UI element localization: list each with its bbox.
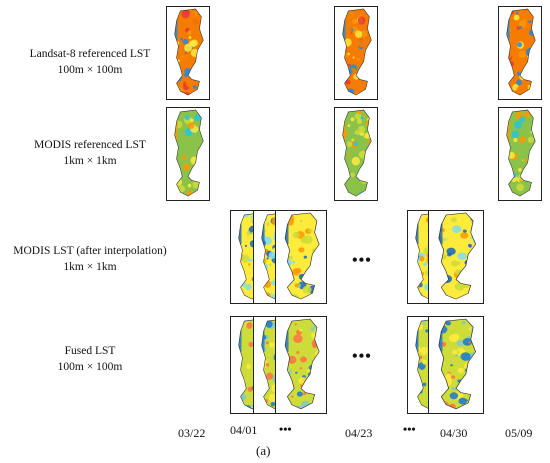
map-modis-ref-0423 bbox=[334, 107, 378, 201]
row-label-modis-interp-line2: 1km × 1km bbox=[63, 261, 117, 273]
row-label-landsat-line2: 100m × 100m bbox=[57, 64, 123, 76]
row-label-modis-ref-line2: 1km × 1km bbox=[63, 155, 117, 167]
row-label-modis-interp: MODIS LST (after interpolation) 1km × 1k… bbox=[5, 243, 175, 275]
row-label-fused-line1: Fused LST bbox=[64, 345, 116, 357]
row-label-modis-interp-line1: MODIS LST (after interpolation) bbox=[13, 245, 167, 257]
map-landsat-0423 bbox=[334, 6, 378, 100]
date-label-0401: 04/01 bbox=[230, 423, 258, 437]
row-label-fused: Fused LST 100m × 100m bbox=[15, 343, 165, 375]
lst-map-graphic bbox=[174, 109, 204, 197]
map-modis-ref-0322 bbox=[166, 107, 210, 201]
figure-caption: (a) bbox=[256, 443, 271, 458]
lst-map-graphic bbox=[284, 212, 320, 300]
map-modis-ref-0509 bbox=[498, 107, 542, 201]
ellipsis-fused: ••• bbox=[352, 348, 372, 365]
ellipsis-interp: ••• bbox=[352, 252, 372, 269]
date-label-0430: 04/30 bbox=[440, 426, 468, 440]
map-interp-0401-c bbox=[275, 210, 327, 304]
map-interp-0430-b bbox=[428, 210, 484, 304]
lst-map-graphic bbox=[342, 8, 372, 96]
row-label-fused-line2: 100m × 100m bbox=[57, 361, 123, 373]
map-landsat-0322 bbox=[166, 6, 210, 100]
lst-map-graphic bbox=[438, 318, 477, 410]
date-ellipsis-1: ••• bbox=[279, 422, 292, 436]
date-label-0509: 05/09 bbox=[505, 426, 533, 440]
lst-map-graphic bbox=[174, 8, 204, 96]
map-fused-0401-c bbox=[275, 316, 327, 414]
lst-map-graphic bbox=[438, 212, 477, 300]
map-fused-0430-b bbox=[428, 316, 484, 414]
date-label-0322: 03/22 bbox=[178, 426, 206, 440]
row-label-modis-ref-line1: MODIS referenced LST bbox=[34, 139, 146, 151]
row-label-modis-ref: MODIS referenced LST 1km × 1km bbox=[15, 137, 165, 169]
map-landsat-0509 bbox=[498, 6, 542, 100]
row-label-landsat-line1: Landsat-8 referenced LST bbox=[29, 48, 151, 60]
lst-map-graphic bbox=[284, 318, 320, 410]
date-label-0423: 04/23 bbox=[345, 426, 373, 440]
lst-map-graphic bbox=[506, 109, 536, 197]
date-ellipsis-2: ••• bbox=[403, 422, 416, 436]
row-label-landsat: Landsat-8 referenced LST 100m × 100m bbox=[15, 46, 165, 78]
lst-map-graphic bbox=[342, 109, 372, 197]
lst-map-graphic bbox=[506, 8, 536, 96]
